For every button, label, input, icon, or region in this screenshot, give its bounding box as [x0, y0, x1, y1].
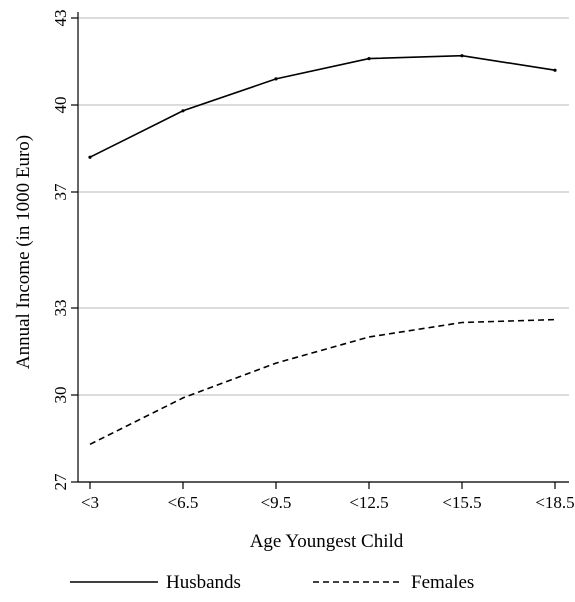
series-line-husbands	[89, 54, 556, 158]
y-axis-title: Annual Income (in 1000 Euro)	[13, 135, 34, 369]
y-tick-label: 37	[51, 183, 70, 201]
x-tick-label: <9.5	[261, 493, 292, 512]
y-tick-label: 27	[51, 473, 70, 491]
x-axis-title: Age Youngest Child	[250, 531, 404, 552]
x-tick-label: <15.5	[442, 493, 481, 512]
y-tick-label: 43	[51, 10, 70, 27]
series-line-females	[89, 318, 556, 446]
x-tick-label: <12.5	[349, 493, 388, 512]
data-point-husbands	[181, 109, 185, 113]
data-point-husbands	[274, 77, 278, 81]
data-point-husbands	[553, 68, 557, 72]
y-tick-label: 30	[51, 387, 70, 404]
series-lines	[88, 54, 557, 446]
axes: 27 30 33 37 40 43 <3 <6.5 <9.5 <12.5 <15.5 <18.5	[51, 10, 575, 513]
y-tick-label: 33	[51, 300, 70, 317]
data-point-husbands	[367, 57, 371, 61]
y-tick-label: 40	[51, 97, 70, 114]
legend-item: Females	[313, 572, 474, 593]
x-tick-label: <18.5	[535, 493, 574, 512]
legend-item: Husbands	[70, 572, 241, 593]
x-tick-label: <3	[81, 493, 99, 512]
gridlines	[78, 17, 569, 483]
data-point-husbands	[460, 54, 464, 58]
legend-label-females: Females	[411, 572, 474, 593]
data-point-husbands	[88, 155, 92, 159]
legend: Husbands Females	[70, 572, 474, 593]
x-tick-label: <6.5	[168, 493, 199, 512]
legend-label-husbands: Husbands	[166, 572, 241, 593]
